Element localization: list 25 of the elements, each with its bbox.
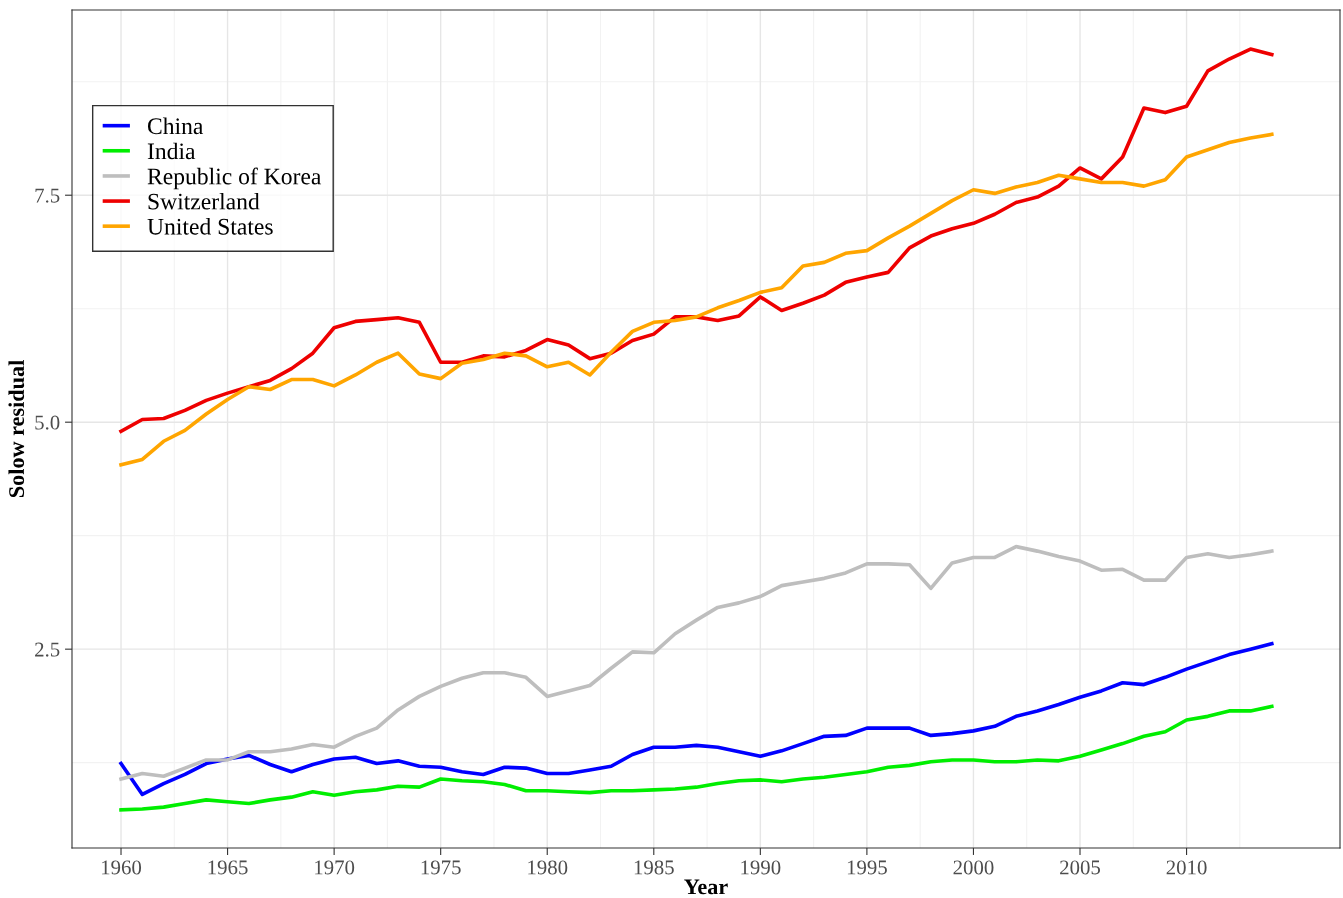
line-series (119, 544, 1274, 781)
x-tick-label: 1975 (421, 860, 461, 875)
x-tick-label: 1995 (847, 860, 887, 875)
x-tick-label: 1970 (315, 860, 355, 875)
legend-label: China (147, 117, 204, 135)
x-tick-label: 1990 (741, 860, 781, 875)
x-tick-label: 2005 (1060, 860, 1101, 875)
line-series (119, 641, 1274, 797)
legend-label: Republic of Korea (147, 167, 322, 190)
x-tick-label: 2000 (953, 860, 994, 875)
legend-label: United States (147, 218, 273, 235)
x-tick-label: 1980 (528, 860, 568, 875)
legend-label: Switzerland (148, 192, 260, 210)
x-axis-title: Year (684, 879, 728, 895)
y-tick-label: 2.5 (35, 642, 60, 657)
line-series (119, 47, 1274, 434)
x-tick-label: 1960 (102, 860, 142, 875)
y-axis-title: Solow residual (8, 360, 25, 498)
y-tick-label: 7.5 (35, 188, 60, 203)
legend-label: India (147, 142, 196, 160)
line-series (119, 704, 1274, 812)
y-tick-label: 5.0 (35, 415, 60, 430)
x-tick-label: 1985 (634, 860, 674, 875)
x-tick-label: 1965 (208, 860, 248, 875)
x-tick-label: 2010 (1166, 860, 1207, 875)
